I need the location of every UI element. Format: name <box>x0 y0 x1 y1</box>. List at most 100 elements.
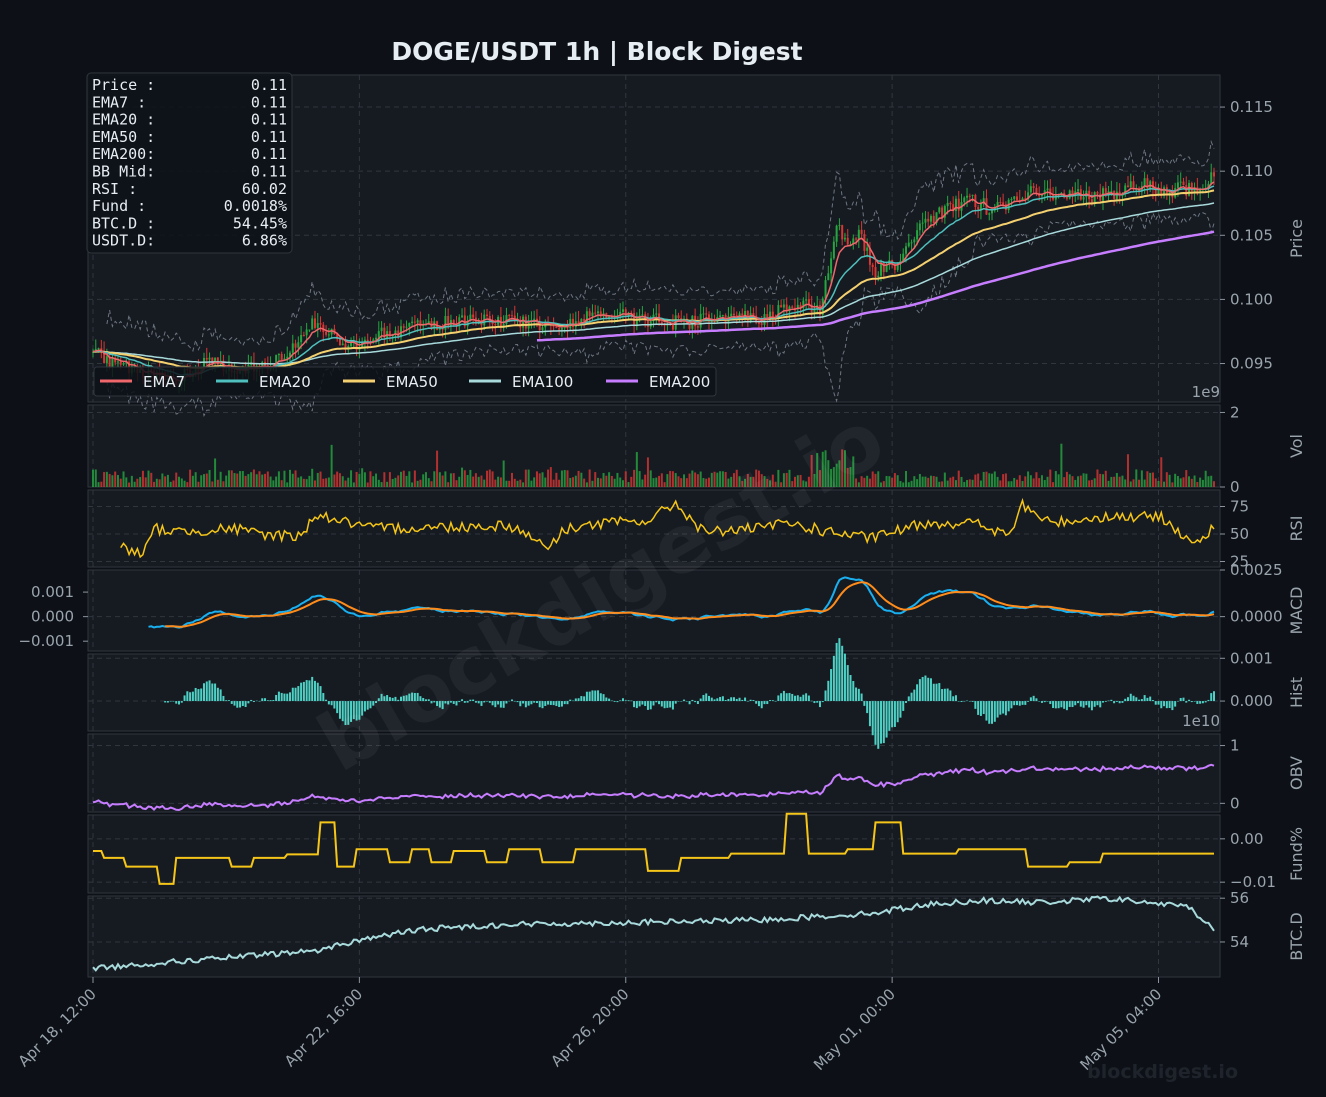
info-key: BB Mid: <box>92 163 155 181</box>
hist-bar <box>1040 701 1043 703</box>
hist-bar <box>355 701 358 721</box>
volume-bar <box>1060 443 1063 487</box>
hist-bar <box>616 701 619 703</box>
volume-bar <box>186 482 189 487</box>
volume-bar <box>610 475 613 487</box>
hist-bar <box>771 700 774 702</box>
hist-bar <box>272 700 275 702</box>
hist-bar <box>929 678 932 702</box>
legend-label-ema7: EMA7 <box>143 373 185 391</box>
candle-body <box>843 237 846 240</box>
candle-body <box>111 357 114 369</box>
volume-bar <box>1063 477 1066 487</box>
candle-body <box>835 225 838 242</box>
candle-body <box>641 314 644 316</box>
volume-bar <box>510 472 513 487</box>
candle-body <box>968 195 971 197</box>
volume-bar <box>172 480 175 487</box>
hist-bar <box>438 701 441 708</box>
candle-body <box>325 331 328 335</box>
candle-body <box>796 304 799 310</box>
hist-bar <box>169 701 172 702</box>
hist-bar <box>838 638 841 702</box>
volume-bar <box>857 482 860 487</box>
hist-bar <box>1085 701 1088 706</box>
candle-body <box>108 356 111 369</box>
volume-bar <box>488 469 491 487</box>
obv-line <box>92 763 1215 812</box>
volume-bar <box>411 482 414 487</box>
hist-bar <box>1043 701 1046 703</box>
candle-body <box>1182 181 1185 186</box>
volume-bar <box>630 476 633 487</box>
hist-bar <box>280 692 283 702</box>
volume-bar <box>943 472 946 487</box>
volume-bar <box>189 469 192 487</box>
panel-macd <box>87 569 1221 652</box>
volume-bar <box>94 469 97 487</box>
volume-bar <box>483 479 486 487</box>
candle-body <box>1176 182 1179 189</box>
signal-line <box>165 581 1215 628</box>
volume-bar <box>266 471 269 487</box>
candle-body <box>519 319 522 328</box>
hist-bar <box>366 701 369 710</box>
hist-bar <box>594 690 597 702</box>
hist-bar <box>957 701 960 702</box>
hist-bar <box>893 701 896 727</box>
volume-bar <box>1018 475 1021 487</box>
candle-body <box>502 324 505 328</box>
volume-bar <box>480 475 483 487</box>
candle-body <box>952 204 955 212</box>
hist-bar <box>563 701 566 705</box>
volume-bar <box>979 480 982 487</box>
candle-body <box>769 311 772 320</box>
volume-bar <box>416 480 419 487</box>
volume-bar <box>250 472 253 487</box>
hist-bar <box>1115 701 1118 702</box>
volume-bar <box>1179 478 1182 487</box>
volume-bar <box>907 482 910 487</box>
hist-bar <box>857 688 860 702</box>
volume-bar <box>924 476 927 487</box>
candle-body <box>996 201 999 208</box>
hist-bar <box>219 689 222 702</box>
volume-bar <box>350 470 353 487</box>
hist-bar <box>205 681 208 702</box>
volume-bar <box>605 475 608 487</box>
hist-bar <box>827 680 830 702</box>
candle-body <box>954 198 957 212</box>
volume-bar <box>1213 481 1215 487</box>
hist-bar <box>702 694 705 702</box>
hist-bar <box>1113 701 1116 704</box>
hist-bar <box>916 684 919 702</box>
candle-body <box>732 313 735 316</box>
candle-body <box>832 241 835 259</box>
hist-bar <box>494 701 497 708</box>
candle-body <box>438 328 441 330</box>
volume-bar <box>641 479 644 487</box>
volume-bar <box>1157 480 1160 487</box>
volume-bar <box>377 479 380 487</box>
volume-bar <box>286 482 289 487</box>
hist-bar <box>716 698 719 702</box>
hist-bar <box>352 701 355 720</box>
candle-body <box>660 321 663 325</box>
candle-body <box>730 313 733 317</box>
volume-bar <box>1201 479 1204 487</box>
hist-bar <box>250 699 253 702</box>
hist-bar <box>813 701 816 704</box>
info-box-frame <box>86 72 293 254</box>
volume-bar <box>855 478 858 487</box>
volume-bar <box>208 470 211 487</box>
volume-bar <box>1151 472 1154 487</box>
hist-bar <box>436 701 439 706</box>
hist-bar <box>1132 695 1135 702</box>
volume-bar <box>993 471 996 487</box>
candle-body <box>655 313 658 315</box>
volume-bar <box>968 479 971 487</box>
hist-bar <box>552 701 555 706</box>
hist-bar <box>214 683 217 702</box>
candle-body <box>366 339 369 343</box>
hist-bar <box>583 696 586 702</box>
